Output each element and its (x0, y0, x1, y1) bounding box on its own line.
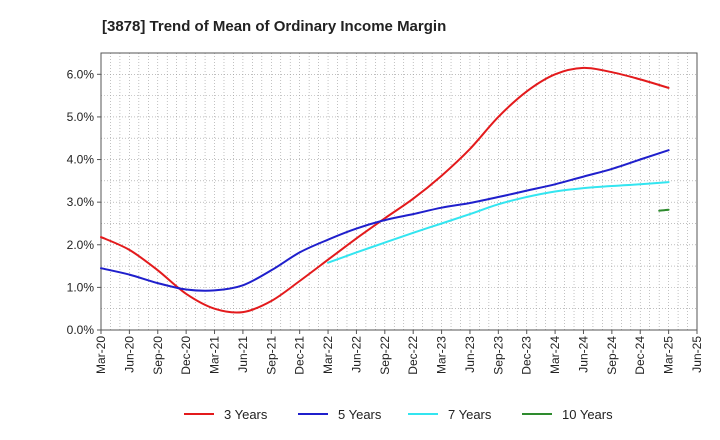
series-line-7-years (327, 181, 670, 264)
x-tick-label: Sep-24 (605, 336, 619, 375)
x-tick-label: Sep-23 (491, 336, 505, 375)
x-tick-label: Jun-21 (236, 336, 250, 373)
legend-label: 3 Years (224, 407, 268, 422)
x-tick-label: Mar-21 (208, 336, 222, 374)
chart-title: [3878] Trend of Mean of Ordinary Income … (102, 18, 446, 35)
y-tick-label: 2.0% (67, 238, 95, 252)
x-tick-label: Sep-22 (378, 336, 392, 375)
series-line-10-years (658, 208, 670, 212)
y-tick-label: 6.0% (67, 67, 95, 81)
legend-label: 7 Years (448, 407, 492, 422)
x-tick-label: Dec-21 (293, 336, 307, 375)
x-tick-label: Jun-25 (690, 336, 704, 373)
x-tick-label: Mar-25 (662, 336, 676, 374)
legend-label: 5 Years (338, 407, 382, 422)
x-tick-label: Jun-24 (576, 336, 590, 373)
x-tick-label: Mar-22 (321, 336, 335, 374)
plot-area (100, 52, 698, 331)
series-lines (100, 66, 670, 314)
x-tick-label: Dec-23 (520, 336, 534, 375)
x-tick-label: Jun-23 (463, 336, 477, 373)
series-line-3-years (100, 66, 670, 314)
x-tick-label: Jun-20 (122, 336, 136, 373)
x-tick-label: Dec-20 (179, 336, 193, 375)
x-tick-label: Dec-24 (633, 336, 647, 375)
legend: 3 Years 5 Years 7 Years 10 Years (184, 407, 613, 422)
x-tick-label: Sep-21 (264, 336, 278, 375)
legend-label: 10 Years (562, 407, 613, 422)
y-tick-label: 1.0% (67, 280, 95, 294)
x-axis: Mar-20 Jun-20 Sep-20 Dec-20 Mar-21 Jun-21 Sep-… (94, 330, 704, 375)
y-tick-label: 5.0% (67, 110, 95, 124)
y-axis: 0.0% 1.0% 2.0% 3.0% 4.0% 5.0% 6.0% (67, 67, 101, 337)
x-tick-label: Dec-22 (406, 336, 420, 375)
y-tick-label: 3.0% (67, 195, 95, 209)
x-tick-label: Sep-20 (151, 336, 165, 375)
x-tick-label: Mar-24 (548, 336, 562, 374)
x-tick-label: Mar-20 (94, 336, 108, 374)
grid-lines (101, 53, 697, 330)
y-tick-label: 0.0% (67, 323, 95, 337)
x-tick-label: Mar-23 (435, 336, 449, 374)
series-line-5-years (100, 149, 670, 292)
y-tick-label: 4.0% (67, 153, 95, 167)
x-tick-label: Jun-22 (349, 336, 363, 373)
